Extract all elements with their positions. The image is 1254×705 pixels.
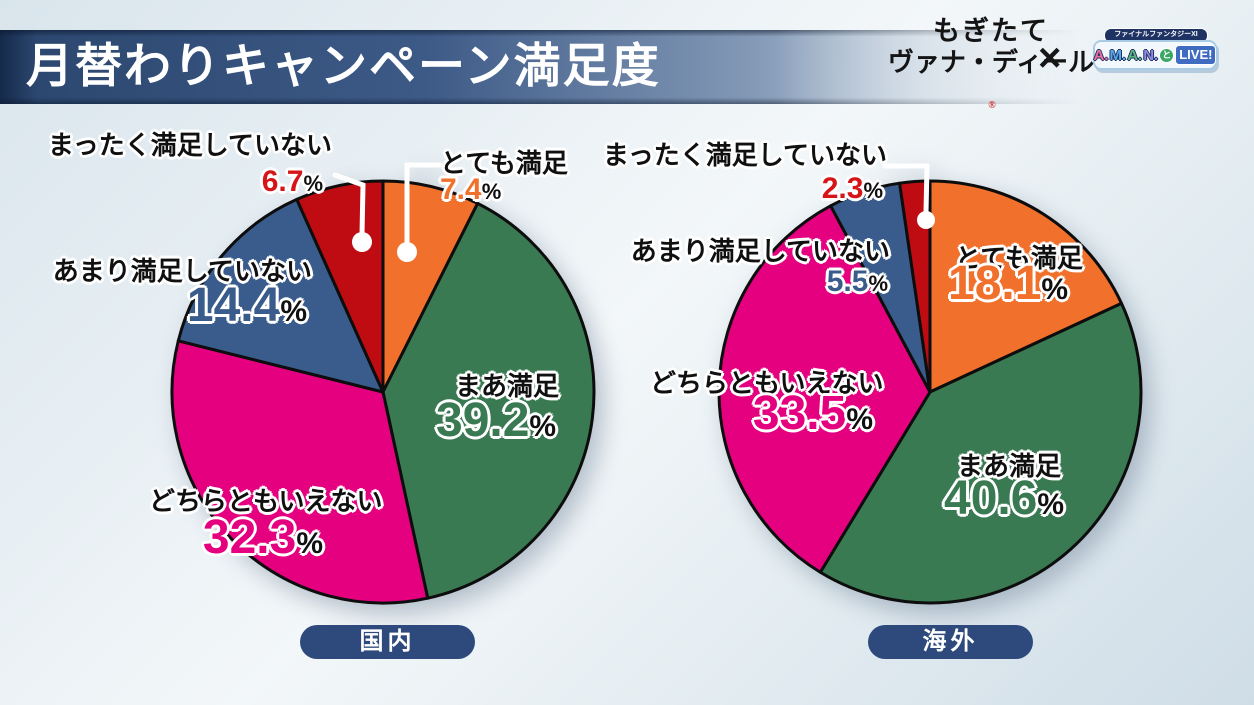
label-domestic-somewhat-satisfied: まあ満足 xyxy=(455,371,560,401)
aman-to-badge: と xyxy=(1159,47,1175,63)
pie-chart-domestic xyxy=(170,162,596,605)
group-badge-overseas: 海外 xyxy=(868,625,1033,659)
value-domestic-somewhat-satisfied: 39.2% xyxy=(436,394,557,447)
pie-slice-3 xyxy=(176,197,385,394)
aman-letter-n: N. xyxy=(1143,46,1159,64)
value-overseas-not-very-satisfied: 5.5% xyxy=(826,265,888,298)
pie-chart-overseas xyxy=(717,163,1143,605)
collaboration-cross-icon: × xyxy=(1038,36,1062,80)
label-overseas-somewhat-satisfied: まあ満足 xyxy=(957,451,1062,481)
aman-live-label: LIVE! xyxy=(1175,45,1217,65)
value-domestic-not-very-satisfied: 14.4% xyxy=(186,279,307,332)
label-domestic-not-very-satisfied: あまり満足していない xyxy=(52,256,312,286)
value-overseas-not-at-all-satisfied: 2.3% xyxy=(821,172,883,205)
label-domestic-neither: どちらともいえない xyxy=(149,486,383,516)
callout-overseas-not-at-all-satisfied xyxy=(882,163,935,229)
value-overseas-neither: 33.5% xyxy=(752,387,873,440)
pie-slice-1 xyxy=(818,301,1143,605)
label-overseas-not-very-satisfied: あまり満足していない xyxy=(630,236,890,266)
value-domestic-not-at-all-satisfied: 6.7% xyxy=(261,165,323,198)
aman-letter-a2: A. xyxy=(1127,46,1143,64)
aman-letter-a1: A. xyxy=(1093,46,1109,64)
pie-slice-2 xyxy=(717,204,932,574)
title-banner: 月替わりキャンペーン満足度 xyxy=(0,30,1254,104)
pie-slice-2 xyxy=(170,339,430,605)
pie-slice-0 xyxy=(928,179,1123,394)
value-domestic-neither: 32.3% xyxy=(202,511,323,564)
registered-trademark-icon: ® xyxy=(988,100,996,111)
label-domestic-very-satisfied: とても満足 xyxy=(440,148,568,178)
label-overseas-not-at-all-satisfied: まったく満足していない xyxy=(602,140,887,170)
callout-domestic-not-at-all-satisfied xyxy=(332,172,372,252)
pie-slice-1 xyxy=(381,201,596,600)
pie-slice-4 xyxy=(898,179,932,394)
value-overseas-somewhat-satisfied: 40.6% xyxy=(944,472,1065,525)
mogitate-logo-line2: ヴァナ・ディール xyxy=(887,48,1095,77)
value-domestic-very-satisfied: 7.4% xyxy=(440,173,502,206)
mogitate-logo-line1: もぎたて xyxy=(933,16,1049,46)
mogitate-vanadiel-logo: もぎたて ヴァナ・ディール ® xyxy=(885,16,1097,121)
aman-live-logo: ファイナルファンタジーXI A. M. A. N. と LIVE! xyxy=(1093,28,1217,72)
value-overseas-very-satisfied: 18.1% xyxy=(948,257,1069,310)
aman-letter-m: M. xyxy=(1109,46,1127,64)
page-title: 月替わりキャンペーン満足度 xyxy=(26,41,661,93)
label-overseas-neither: どちらともいえない xyxy=(650,368,884,398)
label-overseas-very-satisfied: とても満足 xyxy=(955,243,1083,273)
label-domestic-not-at-all-satisfied: まったく満足していない xyxy=(47,130,332,160)
group-badge-domestic: 国内 xyxy=(300,625,475,659)
callout-domestic-very-satisfied xyxy=(397,162,443,262)
